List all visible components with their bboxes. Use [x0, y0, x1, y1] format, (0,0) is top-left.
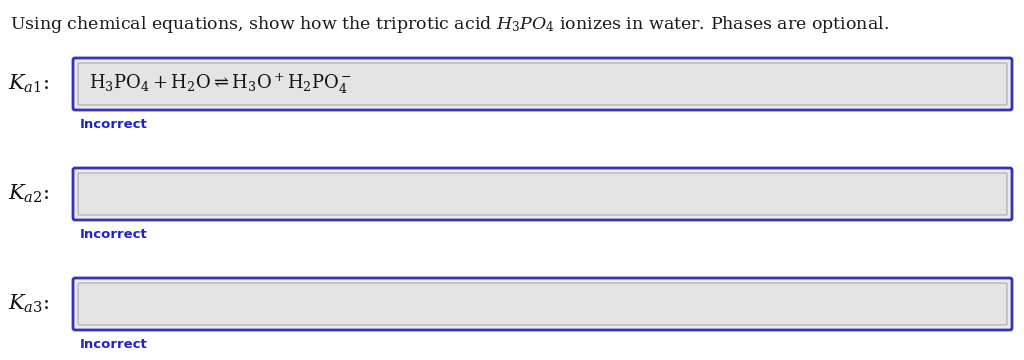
Text: $K_{a1}$:: $K_{a1}$:	[8, 73, 49, 95]
FancyBboxPatch shape	[78, 63, 1007, 105]
Text: Using chemical equations, show how the triprotic acid $H_3PO_4$ ionizes in water: Using chemical equations, show how the t…	[10, 14, 889, 35]
FancyBboxPatch shape	[78, 283, 1007, 325]
Text: Incorrect: Incorrect	[80, 228, 147, 241]
FancyBboxPatch shape	[73, 168, 1012, 220]
Text: $K_{a2}$:: $K_{a2}$:	[8, 183, 49, 205]
Text: $K_{a3}$:: $K_{a3}$:	[8, 293, 49, 315]
Text: Incorrect: Incorrect	[80, 118, 147, 131]
FancyBboxPatch shape	[78, 173, 1007, 215]
FancyBboxPatch shape	[73, 278, 1012, 330]
FancyBboxPatch shape	[73, 58, 1012, 110]
Text: Incorrect: Incorrect	[80, 338, 147, 351]
Text: $\mathrm{H_3PO_4 + H_2O \rightleftharpoons H_3O^+H_2PO_4^-}$: $\mathrm{H_3PO_4 + H_2O \rightleftharpoo…	[89, 72, 352, 96]
